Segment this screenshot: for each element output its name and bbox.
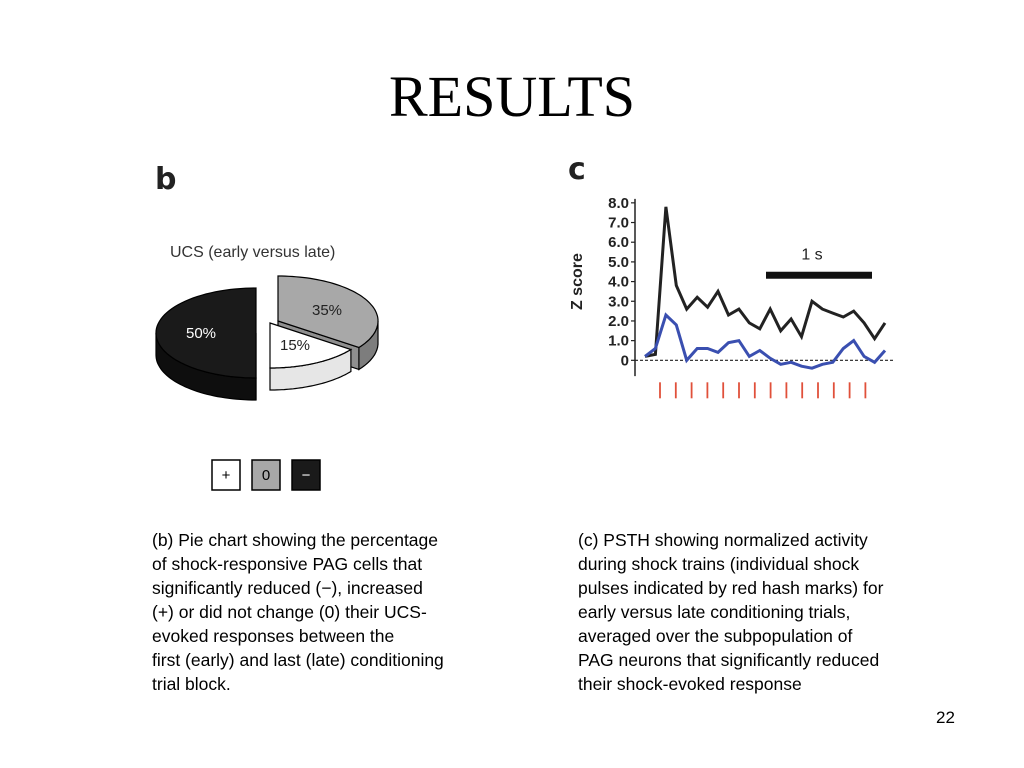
pie-chart: UCS (early versus late) 50% 35% 15% + 0 − [155,244,379,491]
y-tick-label: 8.0 [608,195,629,212]
pie-title: UCS (early versus late) [170,244,335,261]
pie-slice [277,275,379,349]
y-tick-label: 0 [621,352,629,369]
caption-b-line: significantly reduced (−), increased [152,578,423,598]
legend-swatch [211,459,241,491]
caption-b-line: (+) or did not change (0) their UCS- [152,602,427,622]
y-axis-label: Z score [569,253,586,310]
caption-c-line: during shock trains (individual shock [578,554,860,574]
caption-c-line: early versus late conditioning trials, [578,602,851,622]
series-line-late [644,312,887,370]
caption-b-line: of shock-responsive PAG cells that [152,554,423,574]
y-tick-label: 6.0 [608,234,629,251]
caption-b-line: (b) Pie chart showing the percentage [152,530,438,550]
pie-slice [155,287,257,379]
legend-swatch [251,459,281,491]
legend-symbol: − [302,467,311,484]
caption-b: (b) Pie chart showing the percentage of s… [152,528,444,696]
legend-symbol: + [222,467,231,484]
caption-c-line: PAG neurons that significantly reduced [578,650,880,670]
scale-bar [766,271,872,279]
caption-c-line: (c) PSTH showing normalized activity [578,530,868,550]
y-tick-label: 4.0 [608,274,629,291]
y-tick-label: 7.0 [608,215,629,232]
pie-slice-label: 50% [186,325,216,342]
caption-c: (c) PSTH showing normalized activity duri… [578,528,883,696]
panel-c-letter: c [568,152,586,187]
caption-b-line: first (early) and last (late) conditioni… [152,650,444,670]
y-tick-label: 2.0 [608,313,629,330]
pie-slice-label: 35% [312,302,342,319]
slide-title: RESULTS [388,64,636,129]
y-tick-label: 1.0 [608,333,629,350]
caption-c-line: averaged over the subpopulation of [578,626,853,646]
caption-c-line: their shock-evoked response [578,674,802,694]
legend-swatch [291,459,321,491]
caption-b-line: trial block. [152,674,231,694]
psth-chart: Z score 8.0 7.0 6.0 5.0 4.0 3.0 2.0 1.0 0 1 s [569,195,895,399]
legend-symbol: 0 [262,467,270,484]
panel-b-letter: b [155,162,177,197]
pie-slice [269,322,353,369]
y-tick-label: 5.0 [608,254,629,271]
caption-b-line: evoked responses between the [152,626,395,646]
pie-slice-label: 15% [280,337,310,354]
caption-c-line: pulses indicated by red hash marks) for [578,578,884,598]
y-tick-label: 3.0 [608,293,629,310]
series-line-early [644,206,887,358]
slide-number: 22 [936,708,955,727]
scale-bar-label: 1 s [801,247,822,264]
